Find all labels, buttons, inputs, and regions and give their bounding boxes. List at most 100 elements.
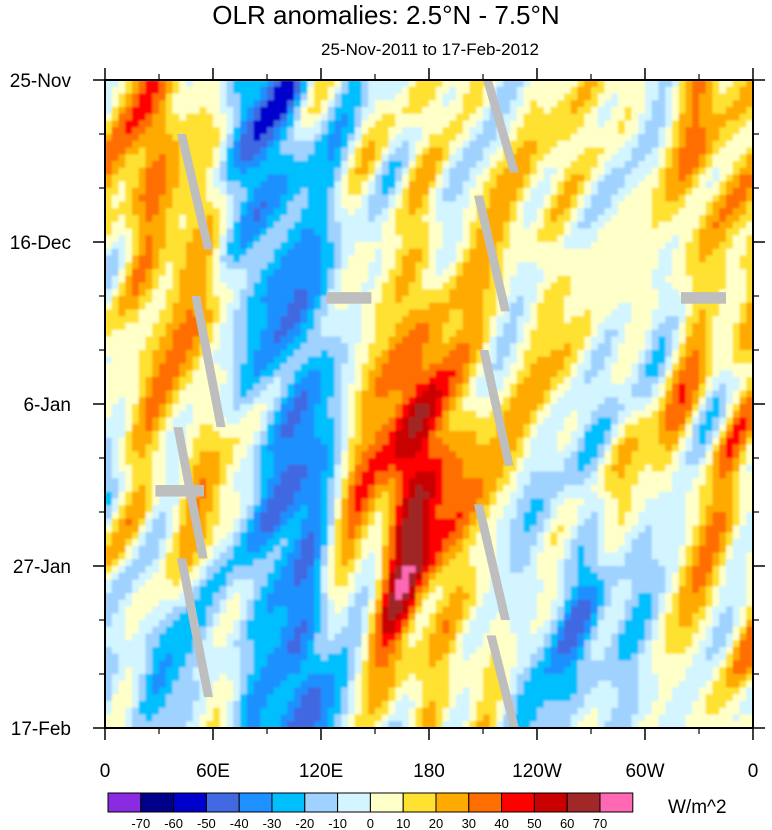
field-cell (132, 302, 140, 311)
field-cell (719, 93, 727, 101)
field-cell (253, 215, 261, 223)
field-cell (624, 221, 633, 230)
field-cell (280, 221, 288, 230)
field-cell (348, 417, 356, 425)
field-cell (361, 255, 369, 263)
field-cell (591, 296, 599, 304)
field-cell (138, 282, 147, 290)
field-cell (273, 80, 282, 88)
field-cell (597, 221, 606, 230)
field-cell (314, 154, 322, 162)
field-cell (456, 228, 464, 236)
field-cell (476, 167, 484, 176)
field-cell (645, 248, 653, 257)
field-cell (240, 248, 248, 257)
field-cell (672, 188, 680, 196)
field-cell (638, 113, 646, 122)
field-cell (543, 323, 552, 331)
field-cell (570, 296, 579, 304)
field-cell (557, 100, 565, 108)
field-cell (449, 228, 457, 236)
field-cell (719, 424, 727, 432)
field-cell (672, 296, 680, 304)
field-cell (516, 221, 525, 230)
field-cell (665, 383, 673, 392)
field-cell (564, 309, 572, 317)
field-cell (159, 296, 167, 304)
field-cell (294, 275, 302, 284)
field-cell (726, 188, 734, 196)
field-cell (361, 221, 369, 230)
field-cell (159, 370, 167, 378)
field-cell (300, 248, 309, 257)
field-cell (132, 363, 140, 371)
field-cell (543, 242, 552, 250)
field-cell (132, 154, 140, 162)
field-cell (152, 269, 160, 277)
field-cell (354, 201, 363, 209)
field-cell (327, 262, 336, 270)
field-cell (658, 397, 666, 405)
field-cell (712, 161, 720, 169)
field-cell (577, 289, 585, 297)
field-cell (429, 86, 437, 95)
field-cell (510, 302, 518, 311)
field-cell (341, 356, 349, 365)
field-cell (267, 316, 275, 324)
field-cell (469, 248, 477, 257)
field-cell (732, 363, 741, 371)
field-cell (658, 228, 666, 236)
field-cell (233, 188, 241, 196)
field-cell (179, 289, 187, 297)
field-cell (105, 107, 113, 115)
field-cell (712, 269, 720, 277)
field-cell (591, 174, 599, 182)
field-cell (489, 127, 498, 135)
field-cell (280, 208, 288, 216)
field-cell (692, 188, 700, 196)
field-cell (408, 309, 417, 317)
field-cell (543, 262, 552, 270)
field-cell (145, 242, 153, 250)
field-cell (577, 215, 585, 223)
field-cell (719, 343, 727, 351)
field-cell (550, 154, 558, 162)
field-cell (145, 248, 153, 257)
field-cell (591, 282, 599, 290)
field-cell (591, 242, 599, 250)
field-cell (530, 316, 538, 324)
field-cell (267, 370, 275, 378)
field-cell (206, 113, 214, 122)
field-cell (233, 269, 241, 277)
field-cell (152, 329, 160, 338)
field-cell (132, 269, 140, 277)
field-cell (685, 323, 693, 331)
field-cell (354, 377, 363, 385)
field-cell (273, 174, 282, 182)
field-cell (361, 208, 369, 216)
field-cell (233, 343, 241, 351)
field-cell (537, 410, 545, 419)
field-cell (489, 323, 498, 331)
field-cell (530, 248, 538, 257)
field-cell (429, 255, 437, 263)
field-cell (435, 404, 444, 412)
field-cell (429, 228, 437, 236)
field-cell (152, 194, 160, 203)
field-cell (253, 100, 261, 108)
field-cell (597, 275, 606, 284)
field-cell (739, 343, 747, 351)
field-cell (678, 383, 687, 392)
field-cell (449, 120, 457, 128)
field-cell (564, 215, 572, 223)
field-cell (273, 161, 282, 169)
field-cell (510, 174, 518, 182)
field-cell (685, 370, 693, 378)
field-cell (354, 390, 363, 398)
field-cell (624, 390, 633, 398)
field-cell (496, 363, 504, 371)
field-cell (611, 350, 619, 358)
field-cell (334, 161, 342, 169)
field-cell (618, 80, 626, 88)
field-cell (334, 336, 342, 344)
